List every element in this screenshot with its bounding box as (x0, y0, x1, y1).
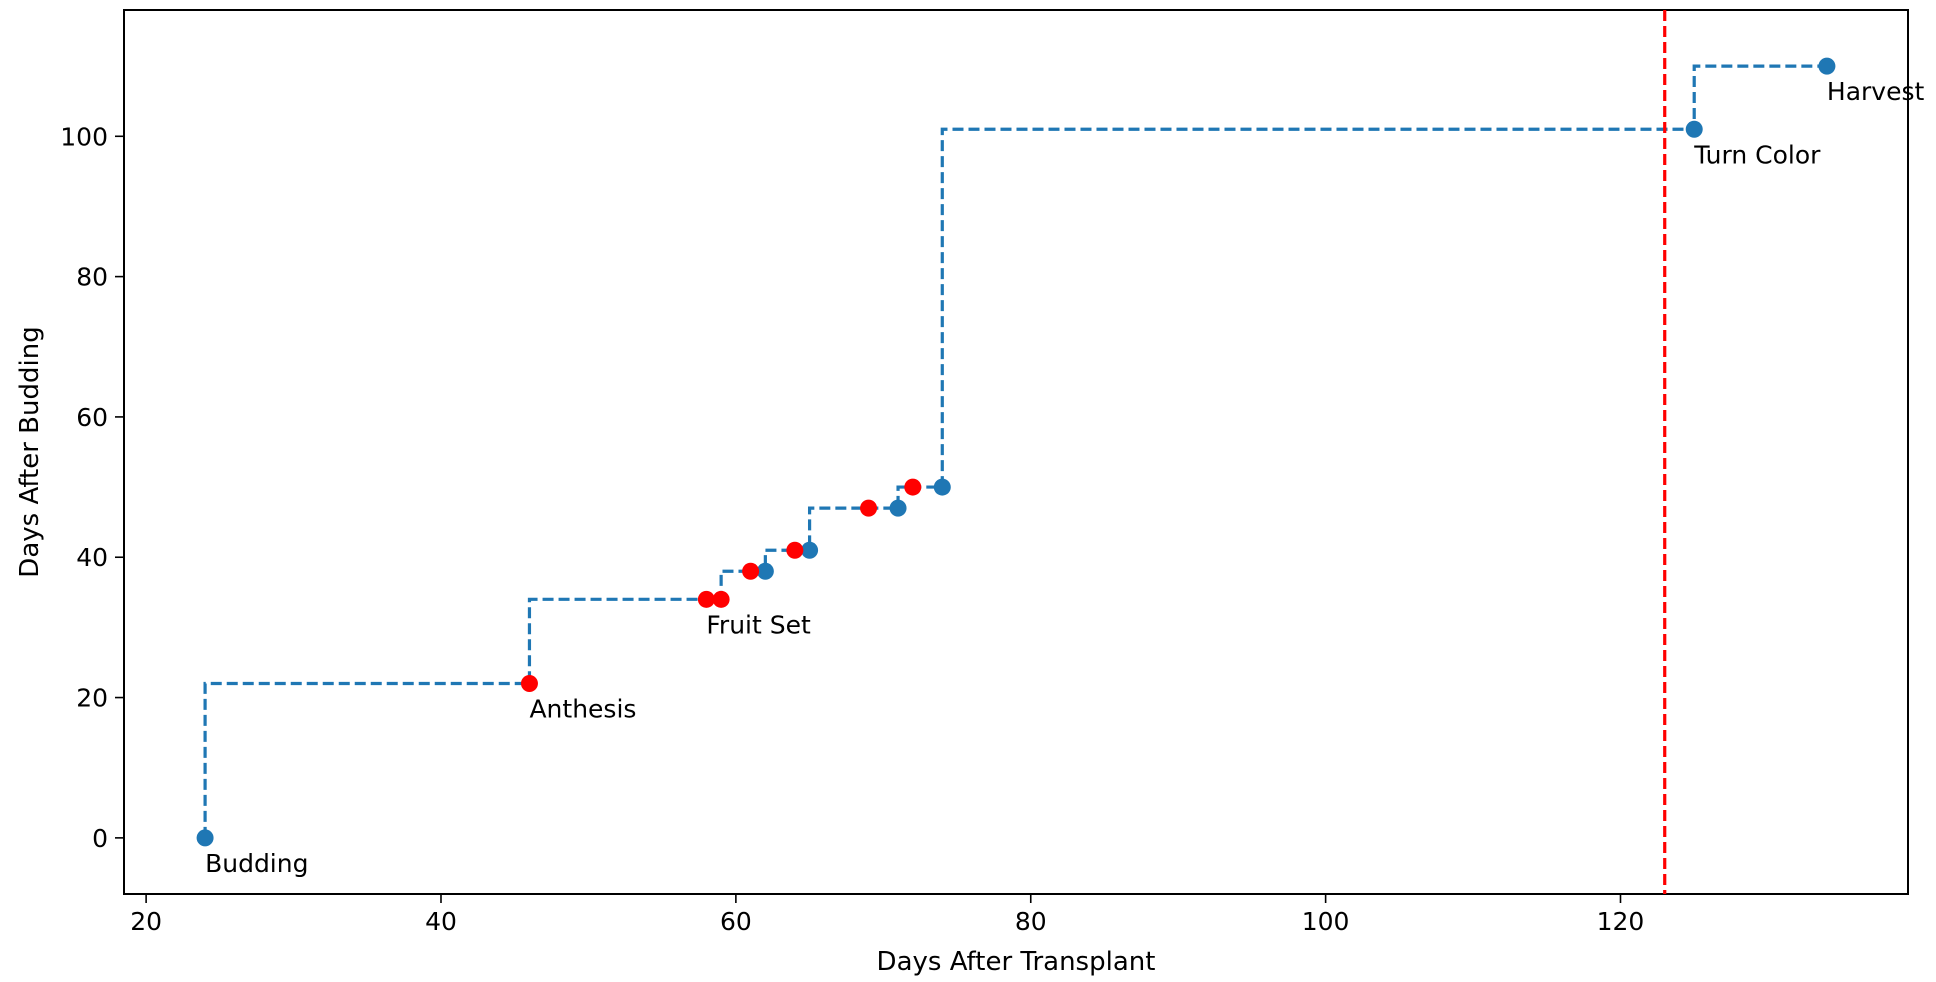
event-point (712, 590, 730, 608)
point-annotations: Budding Anthesis Fruit Set Turn Color Harves… (205, 77, 1924, 878)
x-tick-label: 100 (1302, 907, 1350, 936)
y-tick-label: 20 (76, 684, 108, 713)
stage-point (889, 499, 907, 517)
x-axis-label: Days After Transplant (877, 947, 1156, 977)
stage-point (756, 562, 774, 580)
event-point (904, 478, 922, 496)
y-tick-label: 60 (76, 403, 108, 432)
event-point (786, 541, 804, 559)
stage-point (801, 541, 819, 559)
stage-point (933, 478, 951, 496)
x-tick-label: 120 (1597, 907, 1645, 936)
y-axis-label: Days After Budding (15, 326, 45, 577)
x-tick-label: 80 (1015, 907, 1047, 936)
data-points (196, 57, 1836, 847)
event-point (520, 675, 538, 693)
x-tick-label: 60 (720, 907, 752, 936)
event-point (742, 562, 760, 580)
point-annotation: Harvest (1827, 77, 1925, 106)
point-annotation: Anthesis (529, 695, 636, 724)
plot-area (123, 9, 1909, 895)
y-tick-label: 80 (76, 263, 108, 292)
stage-point (1685, 120, 1703, 138)
point-annotation: Fruit Set (706, 610, 811, 639)
point-annotation: Turn Color (1693, 140, 1821, 169)
y-tick-label: 100 (60, 122, 108, 151)
y-tick-label: 40 (76, 543, 108, 572)
point-annotation: Budding (205, 849, 308, 878)
event-point (697, 590, 715, 608)
y-tick-label: 0 (92, 824, 108, 853)
event-point (860, 499, 878, 517)
stage-point (196, 829, 214, 847)
axis-ticks: 20 40 60 80 100 120 0 20 40 60 80 100 (60, 122, 1644, 936)
x-tick-label: 40 (425, 907, 457, 936)
x-tick-label: 20 (130, 907, 162, 936)
stage-point (1818, 57, 1836, 75)
